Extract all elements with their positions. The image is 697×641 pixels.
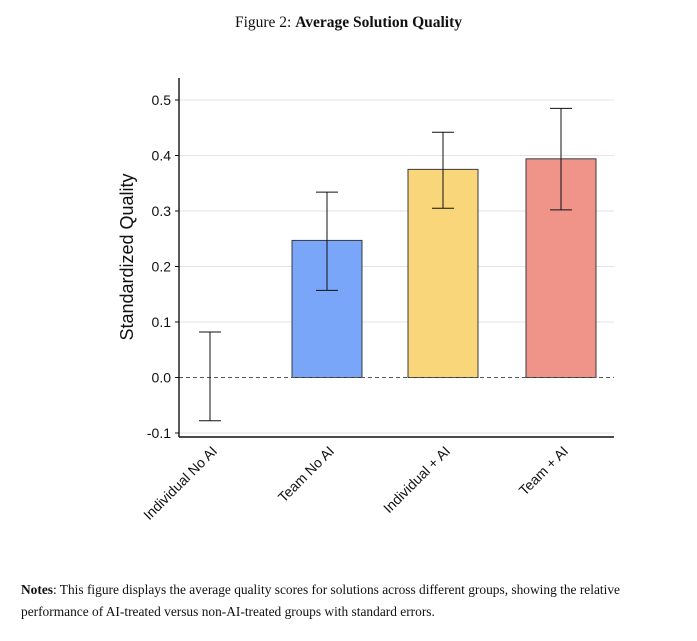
x-tick-label-0: Individual No AI: [140, 443, 220, 523]
figure-title: Figure 2: Average Solution Quality: [0, 14, 697, 32]
y-axis-title: Standardized Quality: [117, 173, 137, 340]
notes-label: Notes: [21, 582, 53, 597]
error-bars: [199, 107, 572, 422]
figure-label: Figure 2:: [234, 14, 296, 31]
y-tick-label-6: 0.5: [152, 92, 172, 108]
y-tick-label-3: 0.2: [152, 259, 172, 275]
axes: [175, 78, 614, 438]
x-tick-label-2: Individual + AI: [380, 443, 453, 516]
notes-text: : This figure displays the average quali…: [21, 582, 620, 619]
y-tick-label-1: 0.0: [152, 370, 172, 386]
y-tick-label-0: -0.1: [147, 425, 171, 441]
bars: [179, 158, 614, 379]
figure-notes: Notes: This figure displays the average …: [21, 579, 686, 623]
x-tick-label-1: Team No AI: [275, 443, 337, 505]
y-tick-label-2: 0.1: [152, 314, 172, 330]
y-tick-label-5: 0.4: [152, 148, 172, 164]
x-tick-label-3: Team + AI: [516, 443, 572, 499]
figure-title-text: Average Solution Quality: [295, 14, 463, 31]
bar-chart: -0.1 0.0 0.1 0.2 0.3 0.4 0.5 Standardized Quali…: [117, 78, 614, 523]
y-tick-label-4: 0.3: [152, 203, 172, 219]
